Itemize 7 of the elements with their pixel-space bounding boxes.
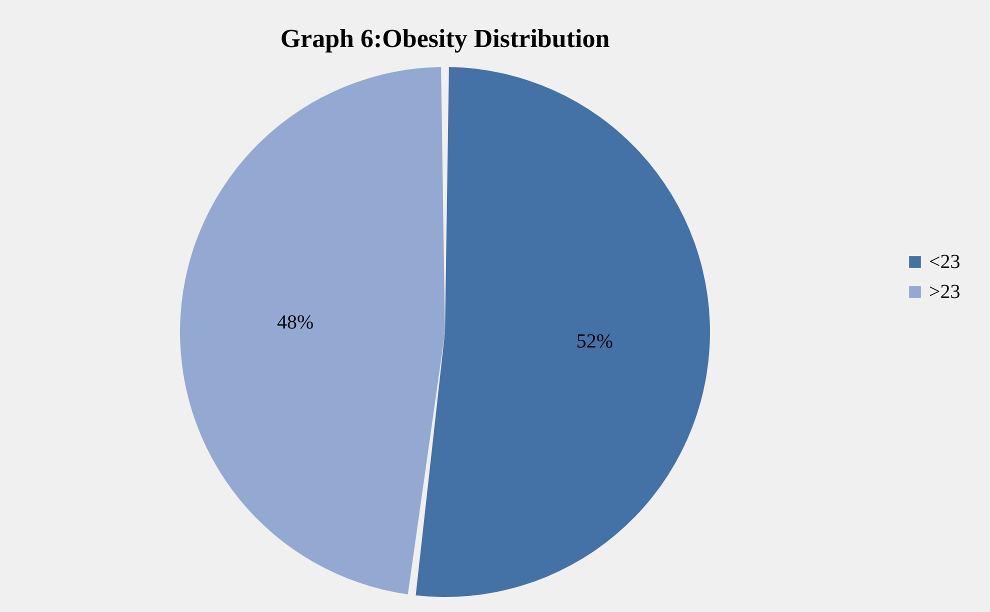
data-label: 52%: [576, 330, 614, 352]
legend-label: <23: [929, 251, 960, 273]
data-label: 48%: [276, 312, 314, 334]
legend-label: >23: [929, 281, 960, 303]
pie-slice: [180, 67, 445, 594]
chart-title: Graph 6:Obesity Distribution: [280, 24, 610, 53]
pie-slice: [416, 67, 710, 597]
